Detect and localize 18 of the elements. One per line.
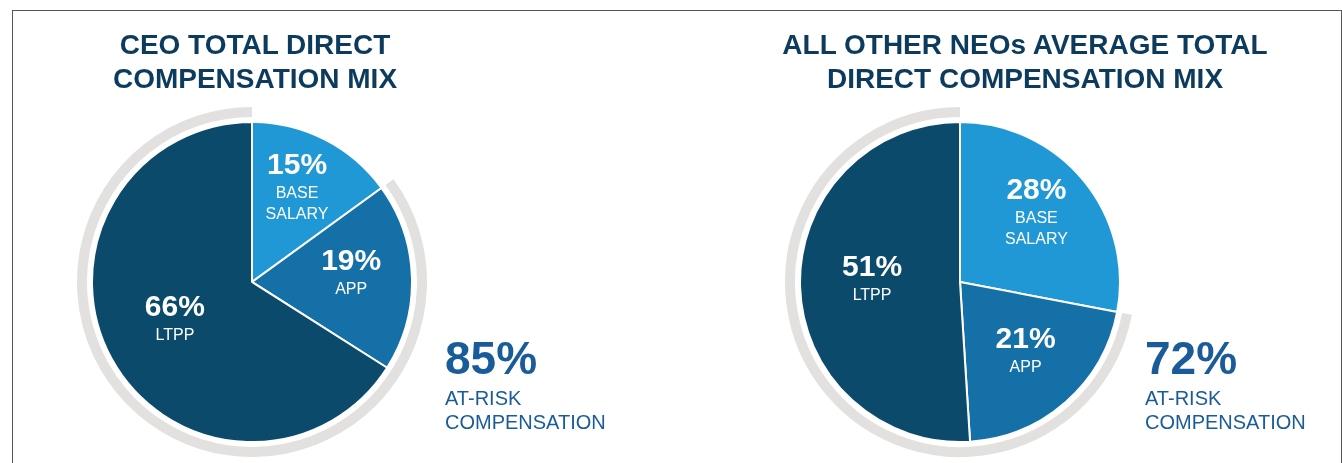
data-label: 28% — [1006, 172, 1067, 206]
text: 72% — [1145, 332, 1238, 384]
slice-label: APP — [335, 280, 368, 298]
slice-label: LTPP — [852, 286, 892, 304]
text: AT-RISK COMPENSATION — [1145, 386, 1307, 434]
slice-label: BASE SALARY — [1005, 209, 1069, 248]
data-label: 66% — [144, 288, 205, 322]
text: AT-RISK COMPENSATION — [445, 386, 607, 434]
slice-label: BASE SALARY — [265, 184, 329, 223]
text: 85% — [445, 332, 538, 384]
data-label: 51% — [842, 249, 903, 283]
data-label: 15% — [267, 146, 328, 180]
data-label: 21% — [995, 320, 1056, 354]
slice-label: APP — [1009, 357, 1042, 375]
data-label: 19% — [321, 243, 382, 277]
chart-title: ALL OTHER NEOs AVERAGE TOTAL DIRECT COMPENSATION MIX — [781, 28, 1269, 96]
slice-label: LTPP — [155, 325, 195, 343]
chart-title: CEO TOTAL DIRECT COMPENSATION MIX — [111, 28, 399, 96]
